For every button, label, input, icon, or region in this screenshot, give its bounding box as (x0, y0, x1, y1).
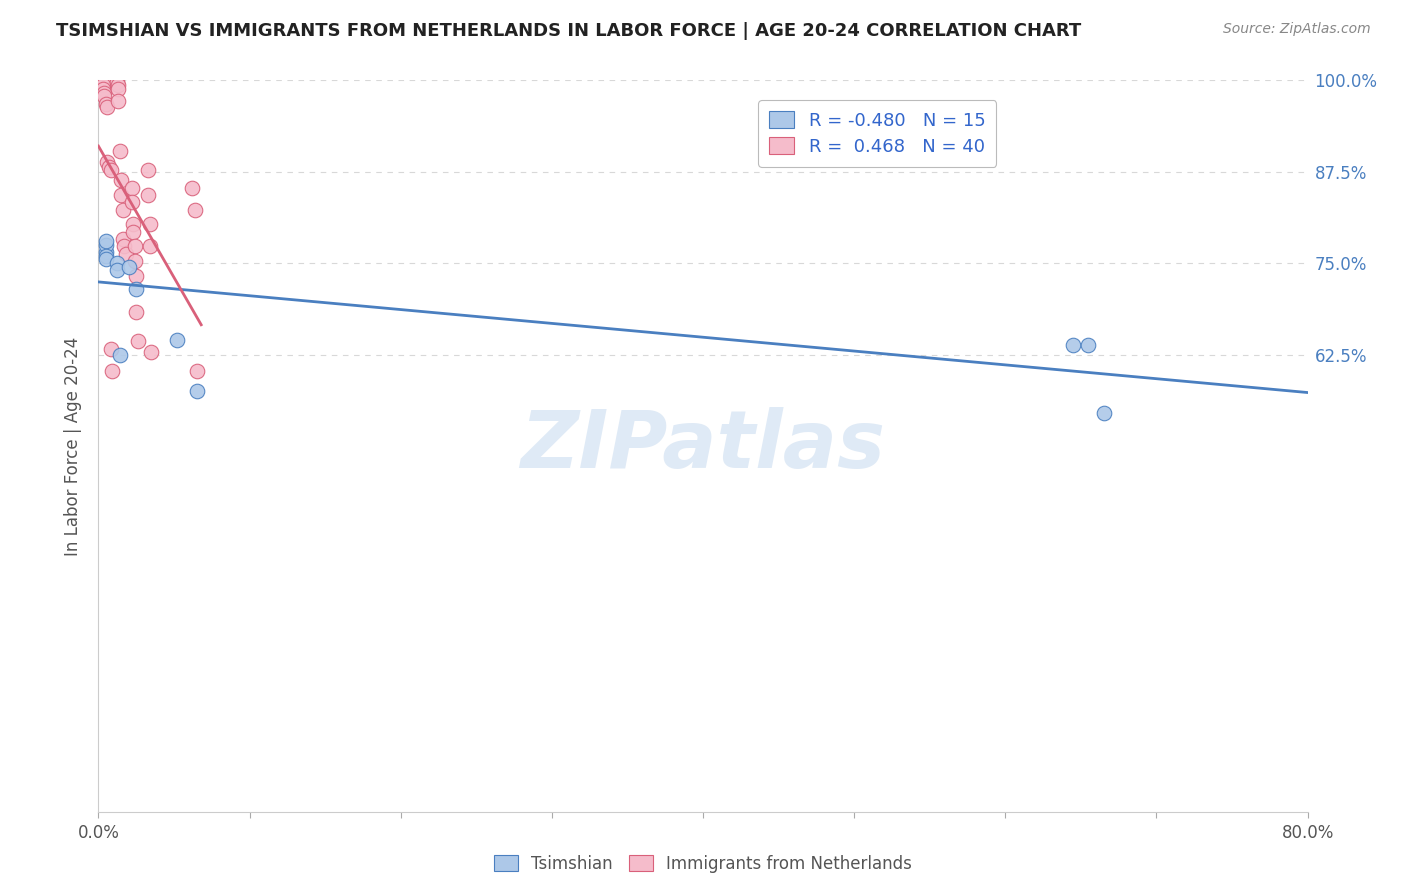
Point (1077, 338, 1099, 352)
Point (122, 218, 145, 232)
Point (94, 237, 117, 252)
Point (101, 364, 124, 378)
Point (94, 249, 117, 263)
Point (94, 234, 117, 248)
Point (93, 89, 115, 103)
Point (91, 82, 114, 96)
Point (111, 232, 134, 246)
Point (105, 263, 128, 277)
Point (127, 334, 149, 349)
Legend: Tsimshian, Immigrants from Netherlands: Tsimshian, Immigrants from Netherlands (488, 848, 918, 880)
Point (124, 239, 146, 253)
Point (125, 282, 148, 296)
Point (166, 333, 188, 347)
Point (139, 218, 162, 232)
Point (100, 163, 122, 178)
Point (93, 86, 115, 100)
Point (108, 145, 131, 159)
Point (118, 260, 141, 274)
Point (110, 188, 132, 202)
Point (136, 162, 159, 177)
Point (121, 181, 143, 195)
Point (114, 246, 136, 260)
Legend: R = -0.480   N = 15, R =  0.468   N = 40: R = -0.480 N = 15, R = 0.468 N = 40 (758, 100, 997, 167)
Point (125, 268, 148, 283)
Point (91, 78, 114, 93)
Point (184, 202, 207, 217)
Point (108, 347, 131, 362)
Point (96, 155, 118, 169)
Point (107, 78, 129, 93)
Point (98, 160, 121, 174)
Point (112, 239, 135, 253)
Point (181, 181, 204, 195)
Y-axis label: In Labor Force | Age 20-24: In Labor Force | Age 20-24 (65, 336, 83, 556)
Point (94, 252, 117, 267)
Text: Source: ZipAtlas.com: Source: ZipAtlas.com (1223, 22, 1371, 37)
Point (107, 94, 129, 108)
Text: ZIPatlas: ZIPatlas (520, 407, 886, 485)
Point (186, 364, 208, 378)
Point (121, 195, 143, 210)
Point (186, 384, 208, 399)
Point (122, 225, 145, 239)
Point (125, 305, 148, 319)
Point (105, 256, 128, 270)
Point (1092, 406, 1115, 420)
Point (96, 100, 118, 114)
Point (136, 188, 159, 202)
Point (1062, 338, 1084, 352)
Point (90, 75, 112, 89)
Point (111, 202, 134, 217)
Point (139, 239, 162, 253)
Point (107, 82, 129, 96)
Point (141, 345, 163, 359)
Point (105, 75, 128, 89)
Point (124, 254, 146, 268)
Point (94, 245, 117, 260)
Point (100, 342, 122, 356)
Point (94, 96, 117, 111)
Text: TSIMSHIAN VS IMMIGRANTS FROM NETHERLANDS IN LABOR FORCE | AGE 20-24 CORRELATION : TSIMSHIAN VS IMMIGRANTS FROM NETHERLANDS… (56, 22, 1081, 40)
Point (110, 173, 132, 187)
